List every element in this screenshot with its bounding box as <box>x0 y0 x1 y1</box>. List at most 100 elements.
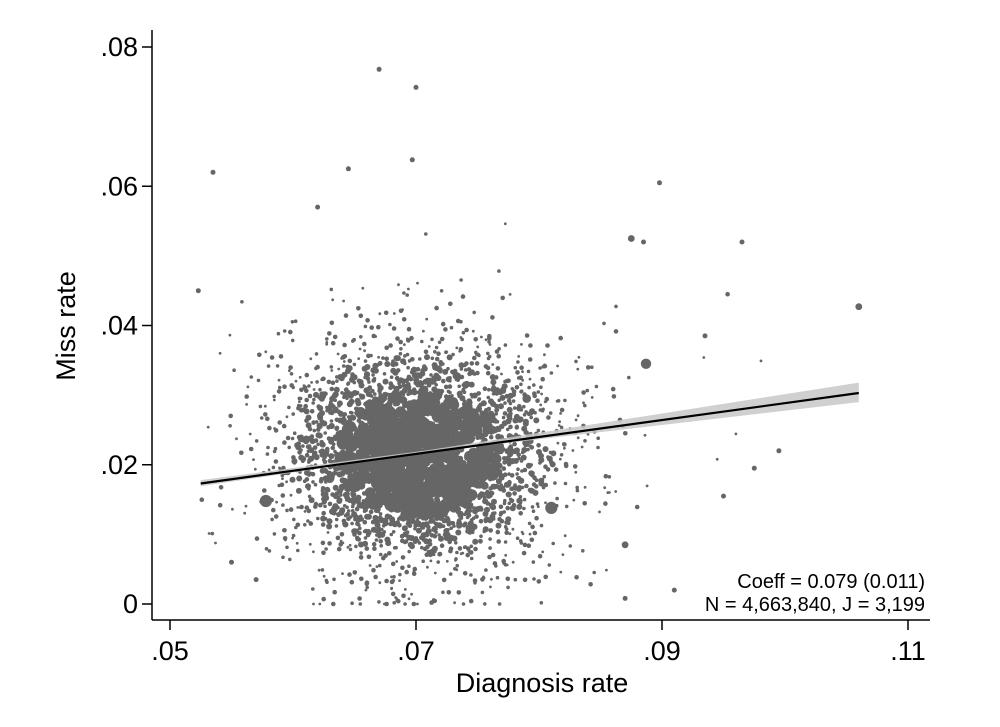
data-point <box>354 506 360 512</box>
data-point <box>485 453 492 460</box>
data-point <box>229 559 234 565</box>
data-point <box>398 308 404 314</box>
data-point <box>515 536 520 540</box>
data-point <box>331 394 336 398</box>
data-point <box>398 579 401 582</box>
data-point <box>371 333 377 339</box>
data-point <box>369 472 375 479</box>
data-point <box>412 454 417 460</box>
data-point <box>373 392 377 396</box>
data-point <box>358 347 362 351</box>
data-point <box>342 391 349 398</box>
data-point <box>273 514 279 519</box>
data-point <box>441 489 448 496</box>
data-point <box>282 440 287 445</box>
data-point <box>482 575 485 579</box>
data-point <box>436 501 445 510</box>
data-point <box>448 548 453 554</box>
data-point <box>419 382 425 387</box>
data-point <box>365 387 371 392</box>
data-point <box>454 541 458 545</box>
data-point <box>318 502 323 508</box>
data-point <box>336 498 343 504</box>
data-point <box>532 577 536 581</box>
data-point <box>622 595 628 601</box>
data-point <box>443 408 452 417</box>
data-point <box>446 453 452 459</box>
data-point <box>334 524 339 528</box>
data-point <box>304 477 310 482</box>
data-point <box>460 431 469 440</box>
data-point <box>296 405 301 411</box>
data-point <box>499 444 504 449</box>
data-point <box>357 502 364 509</box>
data-point <box>459 552 463 556</box>
data-point <box>272 449 277 454</box>
data-point <box>370 466 377 473</box>
data-point <box>265 416 270 422</box>
data-point <box>397 517 401 521</box>
data-point <box>398 395 407 404</box>
data-point <box>318 387 322 392</box>
data-point <box>392 546 397 550</box>
data-point <box>511 560 515 564</box>
data-point <box>367 419 372 425</box>
data-point <box>430 356 435 361</box>
data-point <box>536 428 541 433</box>
data-point <box>417 522 421 526</box>
data-point <box>491 384 496 390</box>
data-point <box>278 466 281 470</box>
data-point <box>329 287 334 292</box>
data-point <box>290 436 295 441</box>
x-tick-label: .11 <box>890 636 926 666</box>
data-point <box>459 336 463 339</box>
data-point <box>529 537 535 543</box>
data-point <box>606 491 610 494</box>
data-point <box>262 488 267 493</box>
data-point <box>312 445 318 450</box>
data-point <box>490 315 495 320</box>
data-point <box>455 550 459 555</box>
data-point <box>493 511 497 515</box>
data-point <box>418 357 422 361</box>
data-point <box>399 347 403 351</box>
data-point <box>395 494 402 500</box>
data-point <box>246 385 250 389</box>
data-point <box>594 384 599 389</box>
data-point <box>418 467 423 472</box>
data-point <box>443 535 450 541</box>
data-point <box>448 379 452 383</box>
data-point <box>349 414 354 420</box>
data-point <box>502 411 508 416</box>
data-point <box>345 166 351 172</box>
data-point <box>505 459 511 465</box>
data-point <box>411 601 417 607</box>
data-point <box>433 350 437 354</box>
data-point <box>524 430 529 435</box>
data-point <box>331 601 336 607</box>
data-point <box>498 504 504 510</box>
data-point <box>544 501 547 505</box>
data-point <box>506 521 511 525</box>
data-point <box>539 523 544 528</box>
data-point <box>471 516 476 521</box>
data-point <box>281 555 285 560</box>
data-point <box>548 411 553 415</box>
data-point <box>475 435 480 441</box>
data-point <box>376 492 383 499</box>
data-point <box>438 406 445 413</box>
data-point <box>370 448 379 457</box>
data-point <box>418 430 430 442</box>
data-point <box>401 593 406 599</box>
data-point <box>228 333 232 337</box>
data-point <box>365 532 371 538</box>
data-point <box>627 235 635 242</box>
data-point <box>465 529 470 534</box>
data-point <box>509 458 516 465</box>
data-point <box>303 510 307 513</box>
data-point <box>341 518 347 524</box>
data-point <box>490 577 493 581</box>
data-point <box>411 492 417 498</box>
data-point <box>513 406 517 410</box>
data-point <box>461 421 467 427</box>
